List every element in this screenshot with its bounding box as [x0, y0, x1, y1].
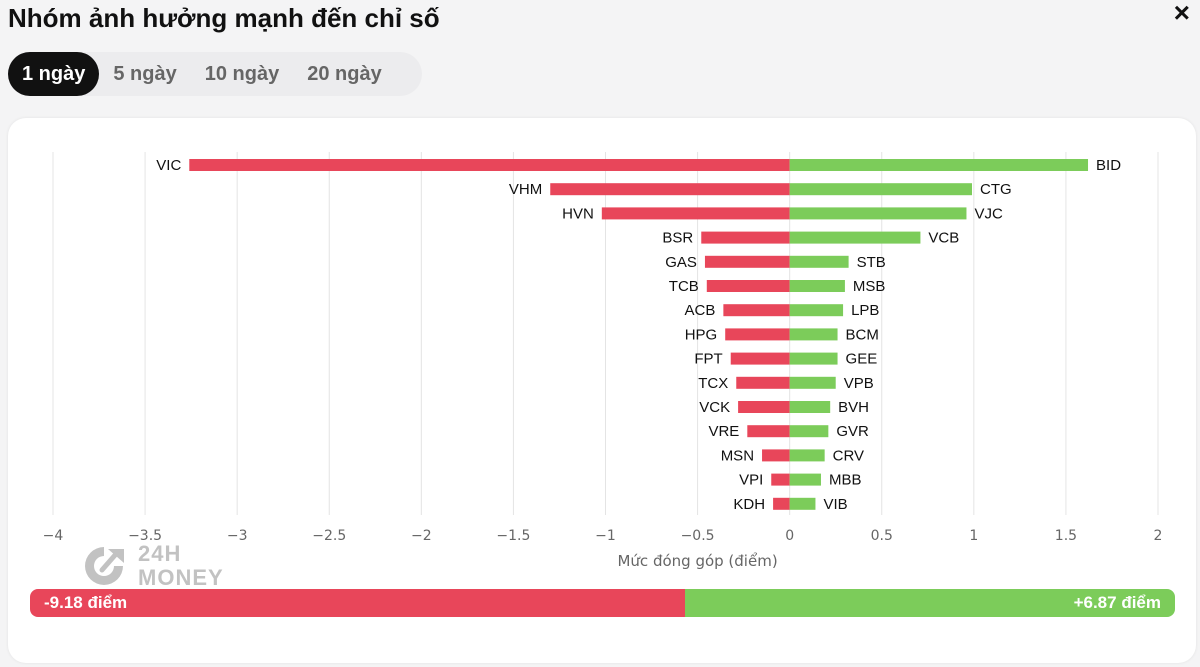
bar-label-positive: MSB	[853, 278, 886, 295]
contribution-chart: −4 −3.5 −3 −2.5 −2 −1.5 −1 −0.5 0 0.5 1 1.5 2 Mức đón…	[43, 152, 1163, 570]
summary-positive-label: +6.87 điểm	[1073, 593, 1161, 612]
tab-1-day[interactable]: 1 ngày	[8, 52, 100, 96]
x-tick-label: 2	[1154, 528, 1163, 544]
bar-label-positive: VIB	[823, 496, 847, 513]
bar-label-negative: VHM	[509, 181, 542, 198]
bar-label-positive: VCB	[928, 230, 959, 247]
x-tick-label: 0	[785, 528, 794, 544]
summary-negative-label: -9.18 điểm	[44, 593, 128, 612]
bar-positive	[789, 401, 831, 413]
bar-label-negative: TCB	[669, 278, 699, 295]
bar-label-positive: MBB	[829, 472, 862, 489]
bar-negative	[762, 449, 790, 462]
bar-negative	[730, 352, 790, 365]
x-tick-label: 1	[969, 528, 978, 544]
bar-label-positive: BID	[1096, 157, 1121, 174]
watermark-line2: MONEY	[138, 565, 224, 590]
money-logo-icon	[85, 547, 124, 585]
bar-label-negative: GAS	[665, 254, 697, 271]
summary-positive: +6.87 điểm	[684, 589, 1175, 617]
bar-negative	[771, 473, 790, 486]
bar-positive	[789, 159, 1089, 171]
bar-negative	[704, 255, 790, 268]
x-tick-label: −2	[411, 528, 432, 544]
x-axis-label: Mức đóng góp (điểm)	[617, 552, 777, 570]
bar-label-negative: VIC	[156, 157, 181, 174]
bar-negative	[736, 376, 790, 389]
bar-label-positive: GVR	[836, 423, 869, 440]
summary-negative: -9.18 điểm	[30, 589, 685, 617]
bar-label-positive: BCM	[846, 326, 879, 343]
tab-5-days[interactable]: 5 ngày	[113, 63, 177, 85]
x-tick-label: 1.5	[1055, 528, 1077, 544]
tab-10-days[interactable]: 10 ngày	[204, 63, 280, 85]
bar-label-negative: VCK	[699, 399, 730, 416]
bar-label-positive: VPB	[844, 375, 874, 392]
summary-bar: -9.18 điểm +6.87 điểm	[30, 589, 1175, 617]
watermark-line1: 24H	[138, 541, 182, 566]
bar-positive	[789, 183, 972, 196]
bar-label-positive: LPB	[851, 302, 879, 319]
bar-positive	[789, 473, 821, 486]
bar-label-positive: VJC	[974, 205, 1003, 222]
bar-label-negative: TCX	[698, 375, 728, 392]
close-button[interactable]: ×	[1173, 0, 1190, 28]
x-tick-label: −3.5	[128, 528, 162, 544]
bar-negative	[706, 280, 790, 292]
x-tick-label: −0.5	[681, 528, 715, 544]
x-tick-label: −3	[227, 528, 248, 544]
bar-positive	[789, 231, 921, 244]
bar-positive	[789, 255, 849, 268]
bar-label-negative: HPG	[685, 326, 718, 343]
bar-label-positive: BVH	[838, 399, 869, 416]
bar-positive	[789, 280, 845, 292]
bar-label-negative: KDH	[733, 496, 765, 513]
x-tick-label: 0.5	[871, 528, 893, 544]
bar-positive	[789, 449, 825, 462]
bar-label-negative: VRE	[708, 423, 739, 440]
bar-negative	[773, 497, 790, 510]
bar-positive	[789, 207, 967, 220]
bar-negative	[550, 183, 790, 196]
bar-label-negative: BSR	[662, 230, 693, 247]
watermark-logo: 24H MONEY	[78, 542, 224, 590]
bar-label-positive: CTG	[980, 181, 1012, 198]
page-title: Nhóm ảnh hưởng mạnh đến chỉ số	[8, 3, 440, 33]
bar-label-positive: STB	[857, 254, 886, 271]
bar-label-positive: GEE	[846, 351, 878, 368]
bar-label-negative: ACB	[685, 302, 716, 319]
bar-negative	[601, 207, 790, 220]
bar-negative	[701, 231, 790, 244]
x-tick-label: −2.5	[312, 528, 346, 544]
chart-card: −4 −3.5 −3 −2.5 −2 −1.5 −1 −0.5 0 0.5 1 1.5 2 Mức đón…	[8, 118, 1196, 663]
tab-20-days[interactable]: 20 ngày	[307, 63, 382, 85]
period-tabs: 1 ngày 5 ngày 10 ngày 20 ngày	[8, 52, 422, 96]
bar-positive	[789, 425, 829, 438]
bar-negative	[738, 401, 790, 413]
x-tick-label: −1	[595, 528, 616, 544]
bar-positive	[789, 352, 838, 365]
bar-positive	[789, 328, 838, 341]
bar-label-negative: HVN	[562, 205, 594, 222]
x-tick-label: −4	[43, 528, 64, 544]
bar-positive	[789, 304, 844, 317]
bar-label-negative: MSN	[721, 447, 754, 464]
bar-label-negative: FPT	[694, 351, 722, 368]
bar-positive	[789, 497, 816, 510]
bar-negative	[725, 328, 790, 341]
bar-positive	[789, 376, 836, 389]
bar-negative	[747, 425, 790, 438]
bar-negative	[723, 304, 790, 317]
bar-label-negative: VPI	[739, 472, 763, 489]
x-tick-label: −1.5	[496, 528, 530, 544]
bar-negative	[189, 159, 790, 171]
bar-label-positive: CRV	[833, 447, 864, 464]
